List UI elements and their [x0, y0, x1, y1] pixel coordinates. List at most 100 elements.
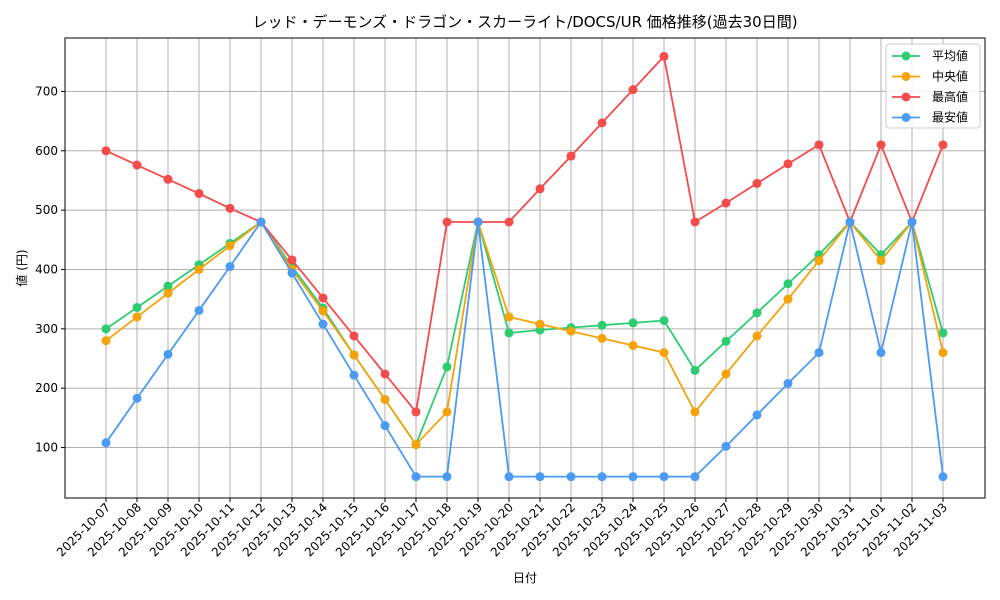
data-point [938, 472, 948, 482]
data-point [504, 472, 514, 482]
data-point [442, 362, 452, 372]
data-point [938, 328, 948, 338]
data-point [380, 369, 390, 379]
legend-marker-icon [901, 113, 911, 122]
data-point [659, 316, 669, 326]
data-point [504, 328, 514, 338]
data-point [318, 306, 328, 316]
data-point [163, 349, 173, 359]
data-point [287, 268, 297, 278]
data-point [597, 472, 607, 482]
data-point [132, 302, 142, 312]
data-point [225, 203, 235, 213]
legend-label: 最安値 [932, 110, 968, 125]
data-point [442, 217, 452, 227]
data-point [752, 178, 762, 188]
data-point [721, 441, 731, 451]
data-point [101, 146, 111, 156]
data-series [101, 51, 948, 482]
y-tick-label: 200 [35, 381, 58, 395]
grid-lines [65, 38, 985, 498]
data-point [659, 348, 669, 358]
legend-marker-icon [901, 51, 911, 61]
data-point [535, 319, 545, 329]
series-line [101, 217, 948, 482]
data-point [349, 350, 359, 360]
legend-item: 最高値 [892, 89, 968, 104]
data-point [101, 438, 111, 448]
data-point [814, 140, 824, 150]
data-point [628, 340, 638, 350]
data-point [597, 118, 607, 128]
legend-item: 最安値 [892, 110, 968, 125]
data-point [938, 348, 948, 358]
data-point [628, 318, 638, 328]
data-point [690, 365, 700, 375]
data-point [287, 255, 297, 265]
data-point [783, 294, 793, 304]
data-point [721, 369, 731, 379]
data-point [163, 281, 173, 291]
data-point [473, 217, 483, 227]
y-tick-label: 100 [35, 441, 58, 455]
data-point [411, 440, 421, 450]
data-point [566, 326, 576, 336]
data-point [132, 160, 142, 170]
data-point [535, 472, 545, 482]
data-point [225, 262, 235, 272]
data-point [845, 217, 855, 227]
data-point [194, 264, 204, 274]
y-tick-label: 400 [35, 262, 58, 276]
data-point [690, 472, 700, 482]
data-point [411, 407, 421, 417]
data-point [318, 319, 328, 329]
y-axis-ticks: 100 200 300 400 500 600 700 [35, 84, 65, 455]
x-axis-label: 日付 [513, 571, 537, 585]
data-point [721, 198, 731, 208]
data-point [783, 159, 793, 169]
data-point [380, 394, 390, 404]
data-point [628, 85, 638, 95]
data-point [659, 472, 669, 482]
data-point [690, 217, 700, 227]
data-point [442, 407, 452, 417]
y-tick-label: 600 [35, 144, 58, 158]
data-point [101, 336, 111, 346]
data-point [721, 336, 731, 346]
data-point [628, 472, 638, 482]
y-tick-label: 500 [35, 203, 58, 217]
legend-item: 中央値 [892, 69, 968, 84]
legend-marker-icon [901, 92, 911, 102]
plot-frame [64, 37, 986, 499]
data-point [504, 217, 514, 227]
data-point [876, 256, 886, 266]
data-point [504, 312, 514, 322]
data-point [876, 140, 886, 150]
data-point [349, 370, 359, 380]
data-point [256, 217, 266, 227]
data-point [752, 308, 762, 318]
chart-title: レッド・デーモンズ・ドラゴン・スカーライト/DOCS/UR 価格推移(過去30日… [252, 13, 797, 31]
data-point [132, 312, 142, 322]
x-axis-ticks: 2025-10-072025-10-082025-10-092025-10-10… [54, 498, 950, 559]
legend-box [885, 43, 981, 129]
data-point [535, 184, 545, 194]
data-point [225, 241, 235, 251]
data-point [411, 472, 421, 482]
data-point [163, 174, 173, 184]
y-tick-label: 300 [35, 322, 58, 336]
data-point [752, 410, 762, 420]
data-point [442, 472, 452, 482]
legend-label: 最高値 [932, 89, 968, 104]
series-line [101, 51, 948, 417]
data-point [318, 293, 328, 303]
legend-item: 平均値 [892, 48, 968, 63]
data-point [132, 393, 142, 403]
data-point [597, 333, 607, 343]
data-point [380, 421, 390, 431]
data-point [690, 407, 700, 417]
data-point [783, 378, 793, 388]
data-point [566, 151, 576, 161]
data-point [783, 279, 793, 289]
